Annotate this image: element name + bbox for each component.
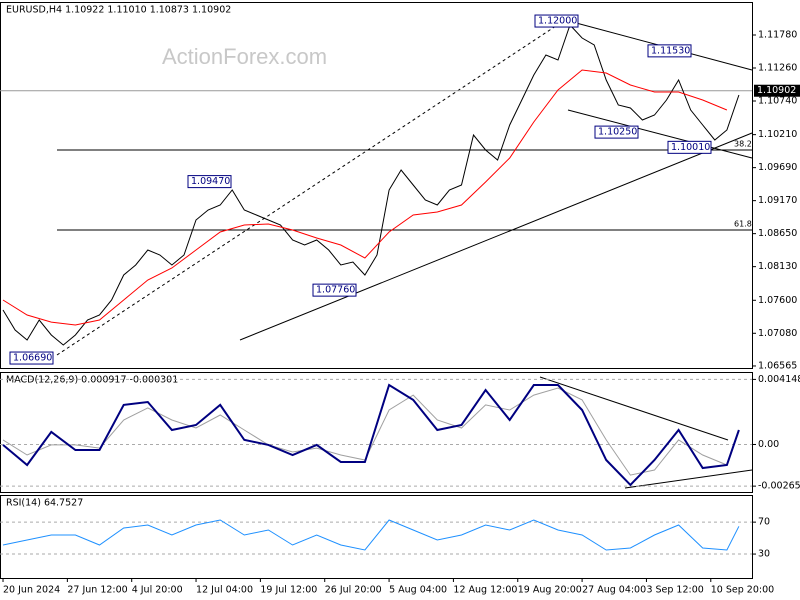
current-price-box [754,84,800,97]
price-label-box [187,175,232,189]
x-tick-label: 19 Jul 12:00 [260,585,317,596]
y-tick-label: 1.09690 [758,162,797,173]
price-label-box [594,125,639,139]
fib-label: 61.8 [734,220,752,229]
x-tick-label: 4 Jul 20:00 [132,585,183,596]
current-price-label: 1.10902 [757,85,796,96]
panel-frame [0,2,753,369]
price-label: 1.06690 [13,353,52,364]
price-label-box [647,44,692,58]
panel-title: EURUSD,H4 1.10922 1.11010 1.10873 1.1090… [6,5,231,16]
x-tick-label: 27 Aug 04:00 [582,585,646,596]
x-tick-label: 12 Aug 12:00 [453,585,517,596]
price-label-box [667,140,712,154]
price-label-box [9,351,54,365]
y-tick-label: 0.004148 [758,374,800,385]
series-line [2,383,740,487]
y-tick-label: 0.00 [758,439,779,450]
x-tick-label: 3 Sep 12:00 [646,585,703,596]
price-label: 1.12000 [538,16,577,27]
price-label-box [312,283,357,297]
price-label: 1.11530 [651,45,690,56]
trend-line [539,376,729,441]
series-line [2,519,740,551]
x-tick-label: 5 Aug 04:00 [389,585,447,596]
price-label: 1.07760 [316,285,355,296]
x-tick-label: 12 Jul 04:00 [196,585,253,596]
y-tick-label: 1.11260 [758,63,797,74]
y-tick-label: 30 [758,549,770,560]
y-tick-label: 1.06565 [758,360,797,371]
trend-line [56,19,566,356]
series-line [2,24,740,346]
price-label-box [534,14,579,28]
fib-label: 38.2 [734,140,752,149]
y-tick-label: 1.07600 [758,295,797,306]
y-tick-label: 1.08650 [758,228,797,239]
y-tick-label: 1.10740 [758,96,797,107]
trend-line [624,469,753,489]
x-tick-label: 27 Jun 12:00 [67,585,127,596]
x-tick-label: 19 Aug 20:00 [518,585,582,596]
x-tick-label: 20 Jun 2024 [3,585,60,596]
x-tick-label: 26 Jul 20:00 [325,585,382,596]
panel-title: MACD(12,26,9) 0.000917 -0.000301 [6,375,178,386]
price-label: 1.09470 [191,176,230,187]
y-tick-label: 1.09170 [758,195,797,206]
panel-title: RSI(14) 64.7527 [6,498,83,509]
panel-frame [0,495,753,579]
price-label: 1.10250 [598,127,637,138]
series-line [2,69,728,326]
y-tick-label: 1.11780 [758,30,797,41]
price-label: 1.10010 [671,142,710,153]
x-tick-label: 10 Sep 20:00 [711,585,774,596]
panel-frame [0,372,753,493]
y-tick-label: 1.08130 [758,261,797,272]
y-tick-label: 1.07080 [758,328,797,339]
y-tick-label: 70 [758,517,770,528]
y-tick-label: -0.002656 [758,481,800,492]
y-tick-label: 1.10210 [758,129,797,140]
watermark: ActionForex.com [162,44,327,69]
trend-line [239,132,753,341]
